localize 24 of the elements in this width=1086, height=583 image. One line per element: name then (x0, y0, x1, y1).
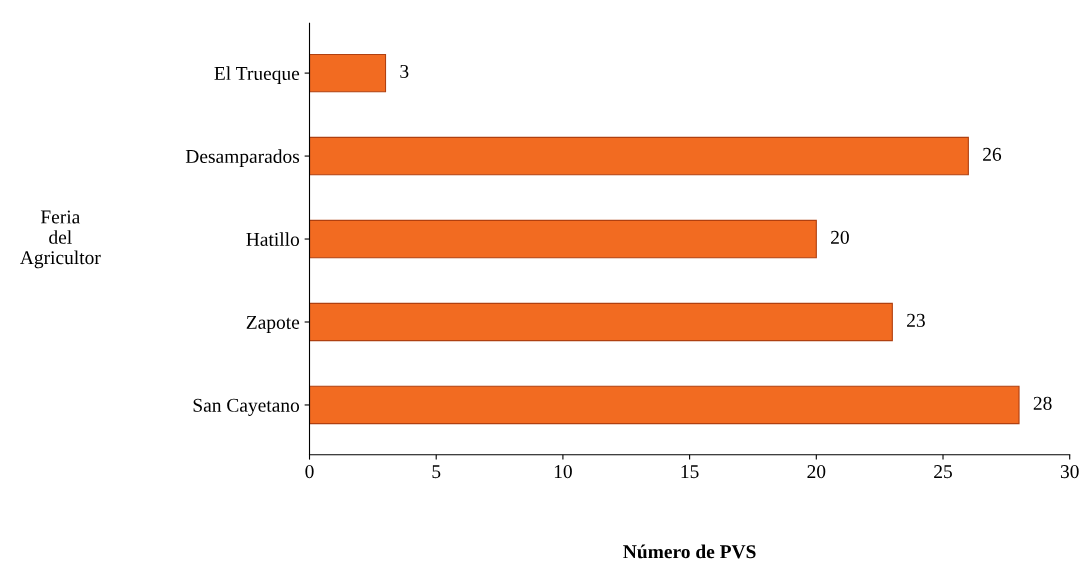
bar (309, 136, 969, 176)
y-tick-label: Hatillo (246, 232, 300, 246)
x-tick-label: 0 (305, 465, 314, 479)
data-label: 23 (907, 313, 925, 327)
x-tick-label: 20 (807, 465, 826, 479)
bar (309, 219, 817, 259)
y-tick-label: Desamparados (185, 149, 300, 167)
x-tick-label: 15 (681, 465, 699, 479)
x-tick-label: 10 (554, 465, 572, 479)
bar (309, 385, 1020, 425)
x-tick-label: 25 (934, 465, 952, 479)
data-label: 26 (983, 147, 1002, 161)
y-tick-label: Zapote (246, 316, 300, 333)
data-label: 28 (1033, 396, 1052, 410)
x-tick-label: 30 (1060, 465, 1079, 479)
y-tick-label: El Trueque (214, 66, 300, 84)
bar (309, 53, 387, 93)
x-tick-label: 5 (432, 465, 441, 479)
data-label: 20 (831, 230, 849, 244)
y-axis-title: Feria del Agricultor (20, 210, 101, 269)
data-label: 3 (400, 64, 409, 78)
y-tick-label: San Cayetano (193, 398, 300, 416)
bar (309, 302, 893, 342)
x-axis-title: Número de PVS (623, 544, 756, 559)
